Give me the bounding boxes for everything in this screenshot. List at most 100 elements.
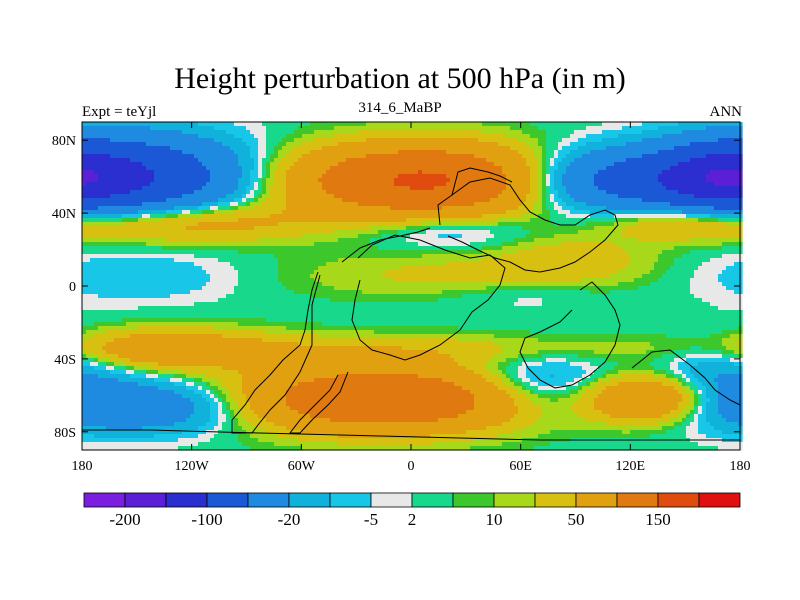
field-cell <box>126 146 131 151</box>
field-cell <box>526 158 531 163</box>
field-cell <box>342 202 347 207</box>
field-cell <box>250 134 255 139</box>
field-cell <box>398 178 403 183</box>
field-cell <box>330 170 335 175</box>
field-cell <box>542 158 547 163</box>
field-cell <box>546 142 551 147</box>
field-cell <box>166 162 171 167</box>
field-cell <box>230 126 235 131</box>
field-cell <box>338 174 343 179</box>
field-cell <box>674 170 679 175</box>
field-cell <box>206 194 211 199</box>
field-cell <box>542 146 547 151</box>
field-cell <box>470 210 475 215</box>
field-cell <box>698 202 703 207</box>
field-cell <box>718 122 723 127</box>
field-cell <box>330 138 335 143</box>
field-cell <box>658 158 663 163</box>
field-cell <box>106 134 111 139</box>
field-cell <box>142 202 147 207</box>
field-cell <box>462 214 467 219</box>
field-cell <box>314 170 319 175</box>
field-cell <box>94 138 99 143</box>
field-cell <box>142 150 147 155</box>
field-cell <box>194 178 199 183</box>
field-cell <box>686 210 691 215</box>
field-cell <box>414 218 419 223</box>
field-cell <box>202 126 207 131</box>
field-cell <box>682 182 687 187</box>
field-cell <box>498 238 503 243</box>
field-cell <box>582 134 587 139</box>
field-cell <box>634 182 639 187</box>
field-cell <box>230 190 235 195</box>
field-cell <box>174 158 179 163</box>
field-cell <box>630 146 635 151</box>
field-cell <box>298 126 303 131</box>
field-cell <box>338 126 343 131</box>
field-cell <box>490 190 495 195</box>
field-cell <box>614 146 619 151</box>
field-cell <box>694 146 699 151</box>
field-cell <box>538 234 543 239</box>
field-cell <box>694 150 699 155</box>
field-cell <box>398 182 403 187</box>
field-cell <box>470 130 475 135</box>
field-cell <box>278 206 283 211</box>
field-cell <box>130 150 135 155</box>
field-cell <box>510 174 515 179</box>
field-cell <box>166 210 171 215</box>
field-cell <box>454 150 459 155</box>
field-cell <box>366 230 371 235</box>
field-cell <box>82 174 87 179</box>
field-cell <box>206 234 211 239</box>
field-cell <box>230 210 235 215</box>
field-cell <box>190 218 195 223</box>
field-cell <box>326 154 331 159</box>
field-cell <box>494 222 499 227</box>
field-cell <box>406 198 411 203</box>
field-cell <box>466 238 471 243</box>
field-cell <box>258 146 263 151</box>
field-cell <box>490 134 495 139</box>
field-cell <box>602 122 607 127</box>
field-cell <box>698 210 703 215</box>
field-cell <box>594 166 599 171</box>
field-cell <box>130 174 135 179</box>
field-cell <box>362 198 367 203</box>
field-cell <box>730 210 735 215</box>
field-cell <box>154 222 159 227</box>
field-cell <box>486 218 491 223</box>
field-cell <box>98 222 103 227</box>
field-cell <box>678 138 683 143</box>
field-cell <box>718 198 723 203</box>
field-cell <box>730 134 735 139</box>
field-cell <box>266 174 271 179</box>
field-cell <box>450 194 455 199</box>
field-cell <box>710 162 715 167</box>
field-cell <box>306 154 311 159</box>
field-cell <box>694 218 699 223</box>
field-cell <box>494 226 499 231</box>
field-cell <box>538 222 543 227</box>
field-cell <box>638 238 643 243</box>
field-cell <box>122 158 127 163</box>
field-cell <box>610 170 615 175</box>
field-cell <box>610 206 615 211</box>
field-cell <box>586 138 591 143</box>
field-cell <box>474 238 479 243</box>
field-cell <box>658 190 663 195</box>
field-cell <box>382 222 387 227</box>
field-cell <box>378 218 383 223</box>
field-cell <box>226 214 231 219</box>
field-cell <box>286 154 291 159</box>
field-cell <box>238 122 243 127</box>
field-cell <box>678 142 683 147</box>
field-cell <box>114 210 119 215</box>
field-cell <box>218 130 223 135</box>
field-cell <box>154 138 159 143</box>
field-cell <box>606 146 611 151</box>
field-cell <box>338 230 343 235</box>
field-cell <box>654 122 659 127</box>
field-cell <box>502 150 507 155</box>
